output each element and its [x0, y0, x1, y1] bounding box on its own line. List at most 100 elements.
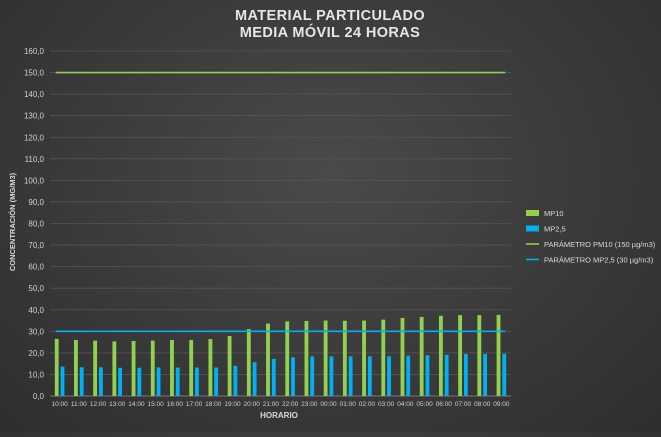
- legend-label: PARÁMETRO PM10 (150 µg/m3): [544, 240, 656, 249]
- y-tick-label: 60,0: [28, 263, 44, 272]
- bar-mp10: [304, 320, 309, 396]
- bar-mp10: [400, 317, 405, 396]
- bar-mp25: [463, 353, 468, 396]
- bar-mp10: [285, 321, 290, 396]
- bar-mp25: [291, 357, 295, 396]
- x-tick-label: 00:00: [320, 401, 337, 408]
- x-tick-label: 20:00: [244, 401, 261, 408]
- y-tick-label: 10,0: [28, 370, 44, 379]
- legend-swatch-mp10: [526, 210, 539, 216]
- bar-mp10: [496, 314, 501, 396]
- bar-mp10: [131, 341, 136, 396]
- y-tick-label: 80,0: [28, 220, 44, 229]
- bar-mp25: [214, 367, 219, 396]
- y-tick-label: 0,0: [33, 392, 45, 401]
- legend-swatch-mp25: [526, 225, 539, 232]
- bar-series: [54, 314, 507, 396]
- y-tick-label: 160,0: [24, 47, 45, 56]
- bar-mp10: [342, 320, 347, 396]
- bar-mp10: [150, 340, 155, 396]
- bar-mp25: [367, 356, 372, 396]
- x-axis-ticks: 10:00 11:00 12:00 13:00 14:00 15:00 16:00 17:00…: [51, 401, 509, 408]
- y-tick-label: 120,0: [24, 133, 45, 142]
- bar-mp10: [74, 339, 78, 396]
- grid-lines: [50, 50, 511, 397]
- bar-mp25: [271, 358, 276, 396]
- bar-mp25: [137, 367, 142, 396]
- y-tick-label: 150,0: [24, 69, 45, 78]
- bar-mp10: [170, 339, 174, 396]
- bar-mp10: [458, 315, 463, 396]
- x-tick-label: 23:00: [301, 401, 318, 408]
- x-tick-label: 18:00: [205, 401, 222, 408]
- x-tick-label: 11:00: [71, 401, 87, 408]
- bar-mp25: [502, 353, 507, 396]
- bar-mp10: [54, 338, 59, 396]
- y-tick-label: 90,0: [28, 198, 44, 207]
- bar-mp10: [93, 340, 98, 396]
- bar-mp25: [118, 367, 123, 396]
- parameter-lines: [55, 71, 506, 333]
- bar-mp25: [156, 367, 161, 396]
- x-tick-label: 08:00: [474, 401, 491, 408]
- bar-mp10: [438, 315, 443, 396]
- x-tick-label: 03:00: [378, 401, 395, 408]
- x-tick-label: 07:00: [455, 401, 472, 408]
- bar-mp25: [310, 356, 315, 396]
- x-tick-label: 12:00: [90, 401, 107, 408]
- bar-mp10: [381, 319, 386, 396]
- chart-title-line-1: MATERIAL PARTICULADO: [235, 8, 425, 24]
- bar-mp25: [60, 366, 65, 396]
- y-tick-label: 50,0: [28, 284, 44, 293]
- bar-mp25: [406, 355, 411, 396]
- chart-title-line-2: MEDIA MÓVIL 24 HORAS: [240, 23, 420, 41]
- legend-label: PARÁMETRO MP2,5 (30 µg/m3): [544, 256, 654, 265]
- bar-mp25: [233, 365, 238, 396]
- bar-mp25: [348, 356, 353, 396]
- x-tick-label: 01:00: [340, 401, 357, 408]
- legend-label: MP2,5: [544, 225, 566, 234]
- x-tick-label: 15:00: [148, 401, 165, 408]
- x-tick-label: 19:00: [224, 401, 241, 408]
- y-tick-label: 130,0: [24, 112, 45, 121]
- x-tick-label: 21:00: [263, 401, 280, 408]
- bar-mp10: [112, 341, 117, 396]
- y-tick-label: 40,0: [28, 306, 44, 315]
- x-tick-label: 22:00: [282, 401, 299, 408]
- bar-mp25: [444, 354, 449, 396]
- bar-mp10: [477, 315, 482, 396]
- x-tick-label: 05:00: [416, 401, 433, 408]
- bar-mp10: [227, 336, 232, 396]
- legend-label: MP10: [544, 209, 564, 218]
- y-tick-label: 140,0: [24, 90, 45, 99]
- x-tick-label: 17:00: [186, 401, 203, 408]
- legend: MP10 MP2,5 PARÁMETRO PM10 (150 µg/m3) PARÁM…: [526, 209, 656, 265]
- y-tick-label: 30,0: [28, 327, 44, 336]
- bar-mp10: [208, 339, 213, 396]
- x-tick-label: 04:00: [397, 401, 414, 408]
- bar-mp10: [189, 339, 194, 396]
- y-axis-ticks: 0,0 10,0 20,0 30,0 40,0 50,0 60,0 70,0 80,0 90,0 1…: [24, 47, 45, 401]
- x-tick-label: 13:00: [109, 401, 126, 408]
- bar-mp25: [79, 367, 84, 396]
- y-axis-label: CONCENTRACIÓN (MG/M3): [8, 172, 17, 271]
- bar-mp25: [329, 356, 334, 396]
- y-tick-label: 110,0: [25, 155, 45, 164]
- bar-mp25: [425, 355, 430, 396]
- y-tick-label: 100,0: [24, 176, 45, 185]
- bar-mp10: [362, 320, 366, 396]
- bar-mp25: [175, 367, 180, 396]
- bar-mp10: [266, 323, 270, 396]
- bar-mp25: [252, 362, 257, 396]
- x-tick-label: 09:00: [493, 401, 510, 408]
- x-tick-label: 06:00: [436, 401, 453, 408]
- bar-mp25: [98, 367, 103, 396]
- bar-mp10: [323, 320, 328, 396]
- bar-mp25: [387, 356, 391, 396]
- x-tick-label: 10:00: [51, 401, 68, 408]
- x-tick-label: 02:00: [359, 401, 376, 408]
- y-tick-label: 70,0: [28, 241, 44, 250]
- bar-mp25: [195, 367, 199, 396]
